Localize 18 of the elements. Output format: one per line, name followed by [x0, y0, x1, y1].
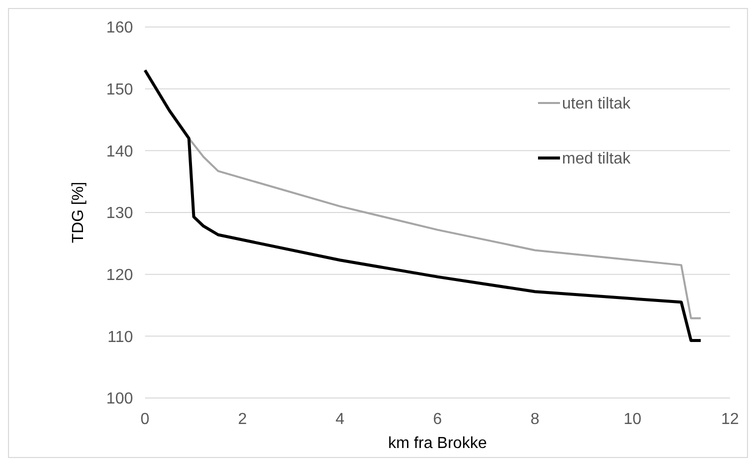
y-tick-label: 160 [106, 20, 134, 37]
y-axis-title: TDG [%] [70, 182, 87, 244]
legend-label: med tiltak [562, 150, 632, 168]
x-tick-label: 4 [336, 411, 345, 428]
x-tick-label: 6 [433, 411, 442, 428]
y-tick-label: 100 [106, 390, 134, 408]
y-tick-label: 140 [106, 143, 134, 160]
y-tick-label: 120 [106, 266, 134, 284]
legend-label: uten tiltak [562, 96, 632, 113]
y-tick-label: 110 [107, 328, 134, 346]
y-tick-label: 130 [106, 205, 134, 222]
x-axis-title: km fra Brokke [388, 435, 487, 452]
x-tick-label: 0 [140, 411, 150, 428]
x-tick-label: 2 [238, 411, 248, 428]
x-tick-label: 10 [624, 411, 642, 428]
x-tick-label: 8 [530, 411, 540, 428]
y-tick-label: 150 [106, 81, 134, 98]
x-tick-label: 12 [721, 411, 739, 428]
